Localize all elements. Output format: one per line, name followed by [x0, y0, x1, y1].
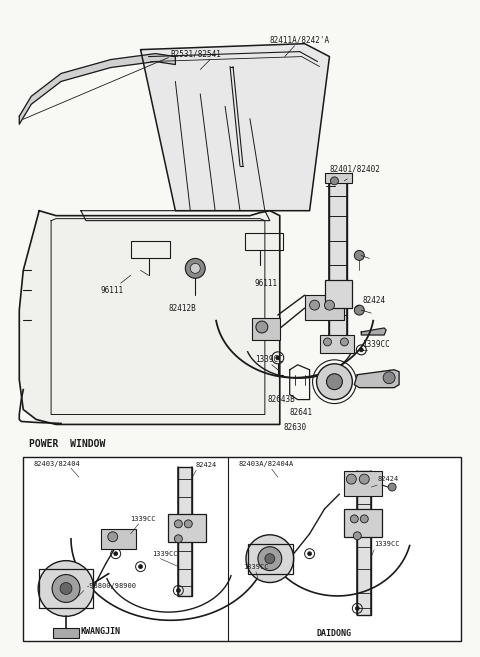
- Circle shape: [388, 483, 396, 491]
- Circle shape: [185, 258, 205, 279]
- Circle shape: [276, 356, 280, 360]
- Circle shape: [350, 515, 358, 523]
- Polygon shape: [354, 370, 399, 388]
- Bar: [248, 544, 293, 574]
- Bar: [252, 318, 280, 340]
- Circle shape: [308, 552, 312, 556]
- Circle shape: [324, 300, 335, 310]
- Circle shape: [258, 547, 282, 570]
- Polygon shape: [19, 54, 175, 124]
- Text: 82424: 82424: [377, 476, 398, 482]
- Circle shape: [355, 606, 360, 610]
- Bar: [329, 176, 348, 350]
- Text: 82412B: 82412B: [168, 304, 196, 313]
- Text: 96111: 96111: [255, 279, 278, 288]
- Circle shape: [353, 532, 361, 540]
- Text: 1339CC: 1339CC: [255, 355, 283, 365]
- Bar: [245, 233, 283, 250]
- Circle shape: [265, 554, 275, 564]
- Circle shape: [326, 374, 342, 390]
- Bar: [179, 467, 192, 597]
- Circle shape: [246, 535, 294, 583]
- Bar: [305, 295, 344, 320]
- Circle shape: [256, 321, 268, 333]
- Circle shape: [324, 338, 332, 346]
- Text: 1339CC: 1339CC: [362, 340, 390, 350]
- Polygon shape: [141, 43, 329, 211]
- Bar: [53, 628, 79, 638]
- Bar: [131, 240, 170, 258]
- Circle shape: [139, 564, 143, 568]
- Circle shape: [330, 177, 338, 185]
- Circle shape: [60, 583, 72, 595]
- Circle shape: [174, 535, 182, 543]
- Circle shape: [354, 250, 364, 260]
- Bar: [39, 568, 93, 608]
- Bar: [168, 514, 206, 542]
- Circle shape: [310, 300, 320, 310]
- Polygon shape: [19, 211, 280, 424]
- Text: 82403A/82404A: 82403A/82404A: [238, 461, 293, 467]
- Circle shape: [176, 589, 180, 593]
- Text: 82401/82402: 82401/82402: [329, 164, 380, 173]
- Text: 1339CC: 1339CC: [243, 564, 268, 570]
- Circle shape: [52, 575, 80, 602]
- Text: DAIDONG: DAIDONG: [317, 629, 352, 638]
- Bar: [23, 457, 461, 641]
- Text: 82411A/8242'A: 82411A/8242'A: [270, 35, 330, 44]
- Text: 82641: 82641: [290, 408, 313, 417]
- Text: KWANGJIN: KWANGJIN: [81, 627, 121, 636]
- Circle shape: [184, 520, 192, 528]
- Text: -98800/98900: -98800/98900: [86, 583, 137, 589]
- Bar: [357, 471, 371, 616]
- Bar: [320, 335, 354, 353]
- Circle shape: [347, 474, 356, 484]
- Polygon shape: [361, 328, 386, 335]
- Bar: [344, 471, 382, 496]
- Text: B2531/82541: B2531/82541: [170, 49, 221, 58]
- Text: 82630: 82630: [283, 423, 306, 432]
- Text: 1339CC: 1339CC: [131, 516, 156, 522]
- Circle shape: [174, 520, 182, 528]
- Circle shape: [360, 474, 369, 484]
- Text: 1339CC: 1339CC: [374, 541, 400, 547]
- Circle shape: [114, 552, 118, 556]
- Text: 82424: 82424: [362, 296, 385, 305]
- Text: 1339CC: 1339CC: [153, 551, 178, 556]
- Circle shape: [38, 560, 94, 616]
- Text: 82424: 82424: [195, 463, 216, 468]
- Circle shape: [108, 532, 118, 542]
- Circle shape: [354, 305, 364, 315]
- Text: 82643B: 82643B: [268, 395, 296, 404]
- Circle shape: [360, 348, 363, 352]
- Bar: [324, 173, 352, 183]
- Circle shape: [316, 364, 352, 399]
- Circle shape: [340, 338, 348, 346]
- Text: 96111: 96111: [101, 286, 124, 295]
- Text: 82403/82404: 82403/82404: [33, 461, 80, 467]
- Circle shape: [360, 515, 368, 523]
- Bar: [324, 281, 352, 308]
- Text: POWER  WINDOW: POWER WINDOW: [29, 440, 106, 449]
- Circle shape: [190, 263, 200, 273]
- Bar: [344, 509, 382, 537]
- Circle shape: [383, 372, 395, 384]
- Bar: [101, 529, 136, 549]
